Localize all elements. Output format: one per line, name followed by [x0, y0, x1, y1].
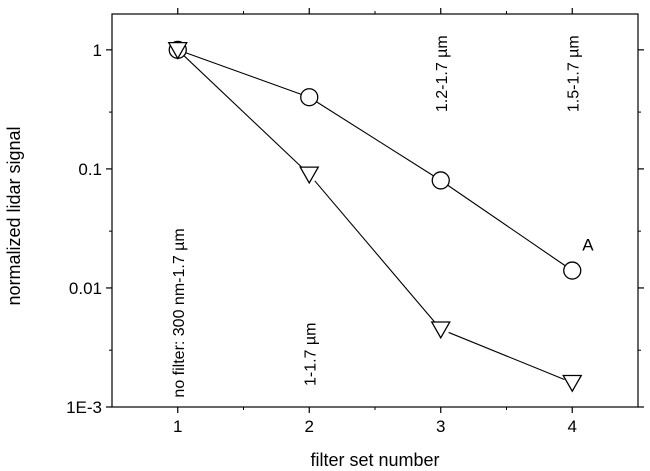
triangle-marker — [299, 166, 320, 185]
x-tick-label: 2 — [305, 417, 314, 436]
filter-annotation: no filter: 300 nm-1.7 µm — [171, 228, 188, 397]
series-2-segment — [183, 55, 304, 169]
series-1-segment — [447, 184, 566, 267]
series-point-label: A — [582, 236, 594, 255]
y-tick-label: 0.01 — [69, 279, 102, 298]
filter-annotation: 1-1.7 µm — [302, 323, 319, 386]
circle-marker — [300, 88, 319, 107]
x-tick-label: 4 — [568, 417, 577, 436]
series-1-segment — [316, 101, 434, 177]
filter-annotation: 1.5-1.7 µm — [565, 35, 582, 112]
x-tick-label: 1 — [173, 417, 182, 436]
circle-marker — [563, 261, 582, 280]
series-2-segment — [314, 180, 436, 324]
filter-annotation: 1.2-1.7 µm — [434, 35, 451, 112]
triangle-marker — [167, 41, 188, 60]
series-markers: A — [167, 40, 594, 393]
y-tick-label: 1E-3 — [66, 398, 102, 417]
axis-ticks: 1 2 3 4 1 0.1 0.01 1E-3 — [66, 8, 644, 436]
y-tick-label: 1 — [93, 41, 102, 60]
plot-frame — [111, 13, 639, 408]
y-tick-label: 0.1 — [78, 160, 102, 179]
y-axis-label: normalized lidar signal — [4, 126, 24, 305]
series-1-segment — [185, 52, 302, 95]
triangle-marker — [562, 374, 583, 393]
annotations: no filter: 300 nm-1.7 µm 1-1.7 µm 1.2-1.7 … — [171, 35, 583, 397]
x-tick-label: 3 — [436, 417, 445, 436]
x-axis-label: filter set number — [310, 450, 439, 470]
series-2-segment — [448, 331, 565, 381]
series-lines — [183, 52, 566, 381]
triangle-marker — [430, 321, 451, 340]
circle-marker — [431, 171, 450, 190]
